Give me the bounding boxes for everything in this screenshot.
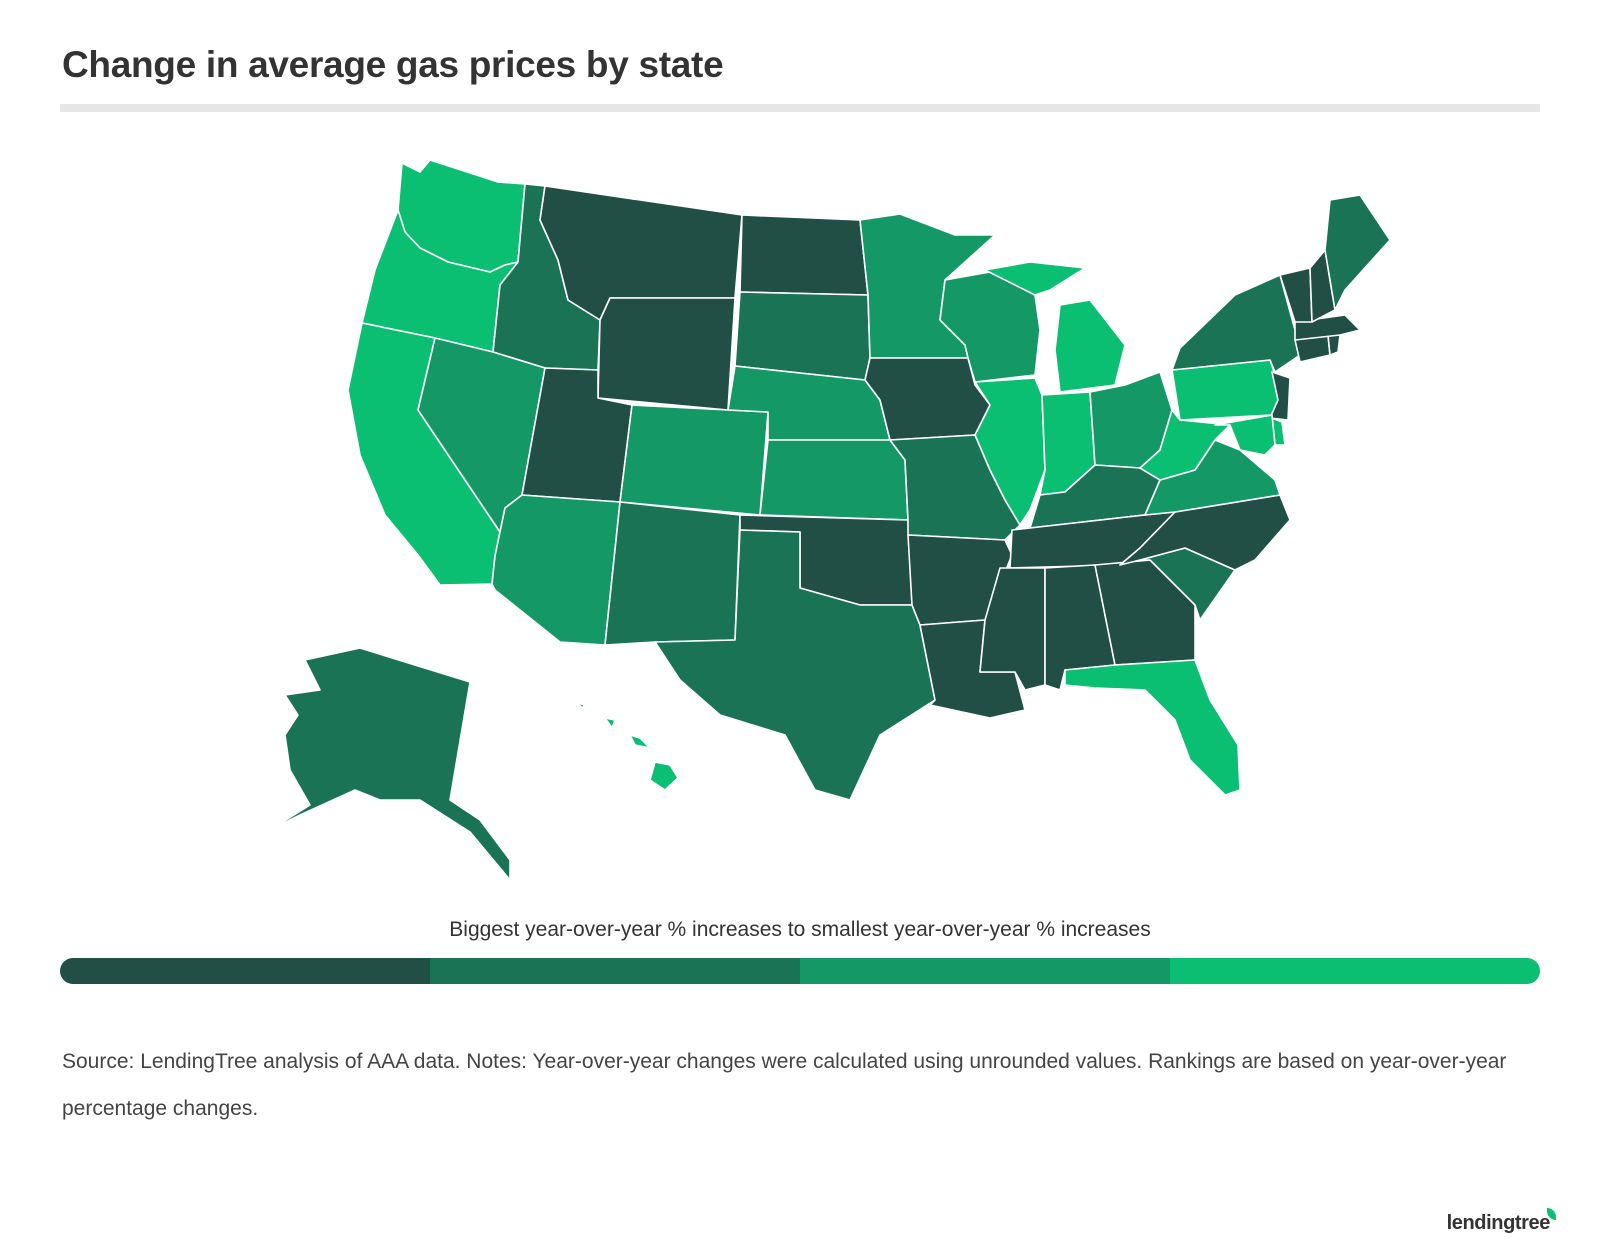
state-tx[interactable] xyxy=(654,529,936,801)
legend-swatch-1 xyxy=(60,958,430,984)
state-hi[interactable] xyxy=(577,702,679,791)
state-fl[interactable] xyxy=(1064,659,1241,796)
state-il[interactable] xyxy=(974,377,1046,526)
legend-bar xyxy=(60,958,1540,984)
chart-title: Change in average gas prices by state xyxy=(62,44,724,85)
state-ga[interactable] xyxy=(1094,559,1196,666)
state-nm[interactable] xyxy=(604,501,741,646)
legend-swatch-4 xyxy=(1170,958,1540,984)
state-wy[interactable] xyxy=(597,297,736,411)
state-az[interactable] xyxy=(491,494,621,646)
legend-swatch-3 xyxy=(800,958,1170,984)
state-ri[interactable] xyxy=(1327,334,1341,356)
state-mi[interactable] xyxy=(984,261,1126,393)
state-nc[interactable] xyxy=(1119,494,1291,571)
state-sd[interactable] xyxy=(734,291,871,381)
title-divider xyxy=(60,104,1540,112)
state-ak[interactable] xyxy=(269,647,511,881)
legend-swatch-2 xyxy=(430,958,800,984)
legend-label: Biggest year-over-year % increases to sm… xyxy=(449,918,1151,941)
state-wv[interactable] xyxy=(1139,409,1231,481)
state-co[interactable] xyxy=(619,404,769,516)
state-nd[interactable] xyxy=(739,214,869,296)
source-note: Source: LendingTree analysis of AAA data… xyxy=(62,1050,1507,1120)
state-nj[interactable] xyxy=(1269,371,1291,421)
state-me[interactable] xyxy=(1324,194,1391,311)
map-svg xyxy=(269,159,1391,881)
state-ny[interactable] xyxy=(1171,274,1301,373)
state-md[interactable] xyxy=(1214,414,1276,456)
lendingtree-logo: lendingtree xyxy=(1446,1208,1556,1235)
logo-text: lendingtree xyxy=(1446,1212,1551,1234)
us-choropleth-map xyxy=(0,140,1600,910)
state-ks[interactable] xyxy=(759,439,909,521)
leaf-icon xyxy=(1547,1208,1556,1220)
